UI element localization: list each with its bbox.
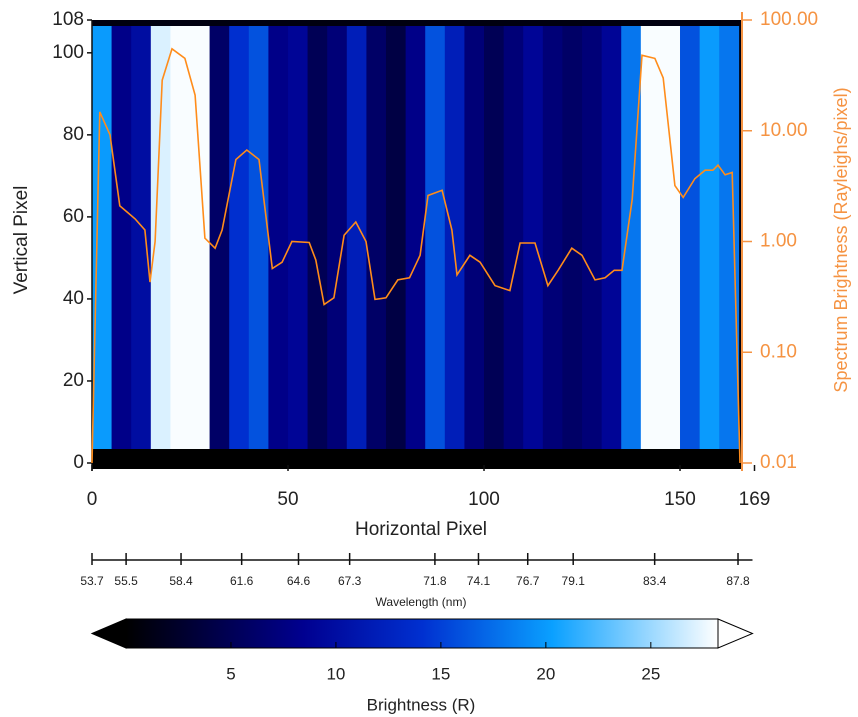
heat-cell: [170, 26, 191, 463]
x-axis-label: Horizontal Pixel: [355, 519, 487, 540]
y2-axis-label: Spectrum Brightness (Rayleighs/pixel): [831, 87, 851, 392]
heat-cell: [366, 26, 387, 463]
heat-cell: [111, 26, 132, 463]
heat-cell: [523, 26, 544, 463]
heat-cell: [699, 26, 720, 463]
colorbar-tick-label: 5: [226, 664, 235, 683]
heat-cell: [582, 26, 602, 463]
x-tick-label: 169: [739, 489, 771, 510]
x-tick-label: 100: [468, 489, 500, 510]
heat-cell: [621, 26, 642, 463]
colorbar-extension-high: [717, 618, 754, 649]
wavelength-tick-label: 67.3: [338, 574, 362, 588]
wavelength-tick-label: 79.1: [562, 574, 586, 588]
colorbar-tick-label: 20: [536, 664, 555, 683]
y-tick-label: 20: [63, 370, 84, 391]
heat-cell: [562, 26, 583, 463]
wavelength-tick-label: 76.7: [516, 574, 540, 588]
y-tick-label: 100: [52, 42, 84, 63]
heat-cell: [307, 26, 328, 463]
heat-cell: [601, 26, 622, 463]
heat-cell: [209, 26, 230, 463]
heat-cell: [150, 26, 171, 463]
heat-cell: [248, 26, 269, 463]
heat-cell: [405, 26, 426, 463]
wavelength-tick-label: 71.8: [423, 574, 447, 588]
heat-cell: [386, 26, 406, 463]
wavelength-tick-label: 87.8: [726, 574, 750, 588]
y-tick-label: 0: [73, 452, 84, 473]
y-axis-label: Vertical Pixel: [11, 186, 32, 295]
x-tick-label: 50: [277, 489, 298, 510]
heat-cell: [92, 26, 112, 463]
wavelength-tick-label: 55.5: [114, 574, 138, 588]
heat-cell: [288, 26, 308, 463]
heat-cell: [268, 26, 289, 463]
wavelength-tick-label: 74.1: [467, 574, 491, 588]
heat-cell: [542, 26, 563, 463]
heat-cell: [640, 26, 661, 463]
wavelength-tick-label: 83.4: [643, 574, 667, 588]
heat-cell: [484, 26, 504, 463]
y2-tick-label: 0.10: [760, 341, 797, 362]
heat-cell: [719, 26, 740, 463]
wavelength-tick-label: 58.4: [169, 574, 193, 588]
x-tick-label: 150: [664, 489, 696, 510]
colorbar-extension-low: [90, 618, 127, 649]
wavelength-label: Wavelength (nm): [376, 595, 467, 609]
y2-tick-label: 1.00: [760, 231, 797, 252]
heat-cell: [503, 26, 524, 463]
heat-cell: [190, 26, 210, 463]
heat-cell: [425, 26, 446, 463]
colorbar-tick-label: 10: [326, 664, 345, 683]
heat-cell: [346, 26, 367, 463]
wavelength-tick-label: 53.7: [80, 574, 104, 588]
colorbar-label: Brightness (R): [367, 695, 476, 714]
wavelength-tick-label: 61.6: [230, 574, 254, 588]
heat-cell: [229, 26, 250, 463]
colorbar-tick-label: 15: [431, 664, 450, 683]
wavelength-tick-label: 64.6: [287, 574, 311, 588]
image-bottom-strip: [92, 449, 742, 469]
heat-cell: [131, 26, 152, 463]
heat-cell: [464, 26, 485, 463]
spectrum-line: [91, 47, 741, 464]
y2-tick-label: 0.01: [760, 452, 797, 473]
y-tick-label: 40: [63, 288, 84, 309]
heat-cell: [444, 26, 465, 463]
y-tick-label: 80: [63, 124, 84, 145]
heat-cell: [680, 26, 700, 463]
y-tick-label: 108: [52, 9, 84, 30]
y2-tick-label: 100.00: [760, 9, 818, 30]
colorbar: [125, 618, 719, 649]
y-tick-label: 60: [63, 206, 84, 227]
heat-cell: [327, 26, 348, 463]
x-tick-label: 0: [87, 489, 98, 510]
colorbar-tick-label: 25: [641, 664, 660, 683]
y2-tick-label: 10.00: [760, 120, 808, 141]
heat-cell: [660, 26, 681, 463]
